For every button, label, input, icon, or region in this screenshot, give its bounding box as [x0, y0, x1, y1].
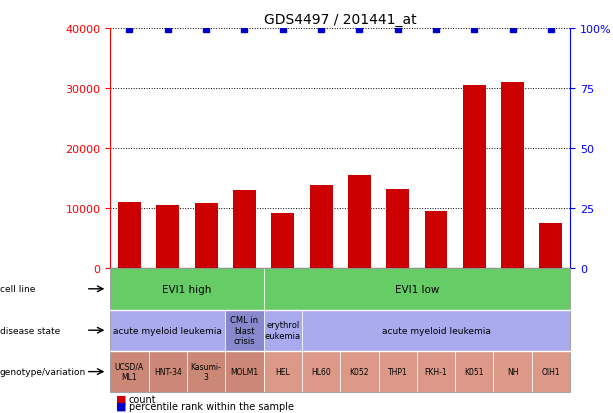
Text: ■: ■ — [116, 401, 127, 411]
Text: acute myeloid leukemia: acute myeloid leukemia — [381, 326, 490, 335]
Text: THP1: THP1 — [388, 367, 408, 376]
Text: disease state: disease state — [0, 326, 60, 335]
Bar — [501, 83, 524, 268]
Text: HNT-34: HNT-34 — [154, 367, 181, 376]
Bar — [194, 204, 218, 268]
Text: NH: NH — [507, 367, 519, 376]
Bar — [310, 186, 332, 268]
Text: acute myeloid leukemia: acute myeloid leukemia — [113, 326, 223, 335]
Bar — [348, 176, 371, 268]
Bar — [463, 86, 485, 268]
Text: count: count — [129, 394, 156, 404]
Bar — [156, 206, 179, 268]
Title: GDS4497 / 201441_at: GDS4497 / 201441_at — [264, 12, 416, 26]
Bar — [386, 190, 409, 268]
Text: K052: K052 — [349, 367, 369, 376]
Text: cell line: cell line — [0, 285, 36, 294]
Text: EVI1 high: EVI1 high — [162, 284, 211, 294]
Bar — [539, 223, 562, 268]
Text: genotype/variation: genotype/variation — [0, 367, 86, 376]
Bar — [233, 191, 256, 268]
Text: EVI1 low: EVI1 low — [395, 284, 439, 294]
Text: ■: ■ — [116, 394, 127, 404]
Text: FKH-1: FKH-1 — [425, 367, 447, 376]
Text: percentile rank within the sample: percentile rank within the sample — [129, 401, 294, 411]
Bar — [424, 211, 447, 268]
Text: MOLM1: MOLM1 — [230, 367, 259, 376]
Text: UCSD/A
ML1: UCSD/A ML1 — [115, 362, 144, 381]
Text: erythrol
eukemia: erythrol eukemia — [265, 321, 301, 340]
Text: K051: K051 — [465, 367, 484, 376]
Bar — [118, 203, 141, 268]
Text: HL60: HL60 — [311, 367, 331, 376]
Text: HEL: HEL — [275, 367, 290, 376]
Text: Kasumi-
3: Kasumi- 3 — [191, 362, 221, 381]
Text: OIH1: OIH1 — [542, 367, 560, 376]
Bar — [271, 214, 294, 268]
Text: CML in
blast
crisis: CML in blast crisis — [230, 316, 259, 345]
